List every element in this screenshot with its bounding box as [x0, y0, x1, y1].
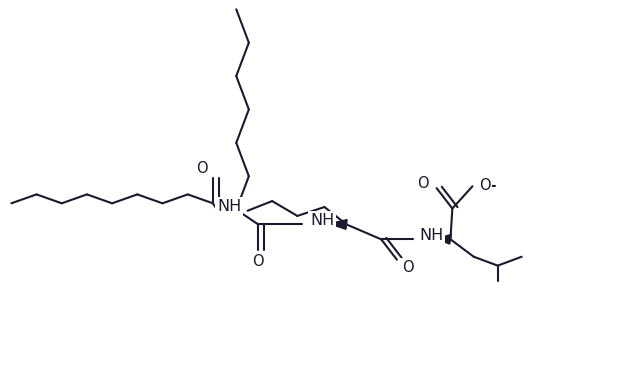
Text: NH: NH	[217, 199, 241, 214]
Text: NH: NH	[310, 213, 334, 228]
Text: O: O	[196, 161, 207, 176]
Text: O: O	[417, 176, 428, 191]
Text: O: O	[479, 178, 490, 193]
Polygon shape	[329, 220, 347, 229]
Text: NH: NH	[419, 228, 443, 243]
Polygon shape	[437, 234, 451, 244]
Text: O: O	[253, 254, 264, 269]
Text: O: O	[403, 260, 414, 275]
